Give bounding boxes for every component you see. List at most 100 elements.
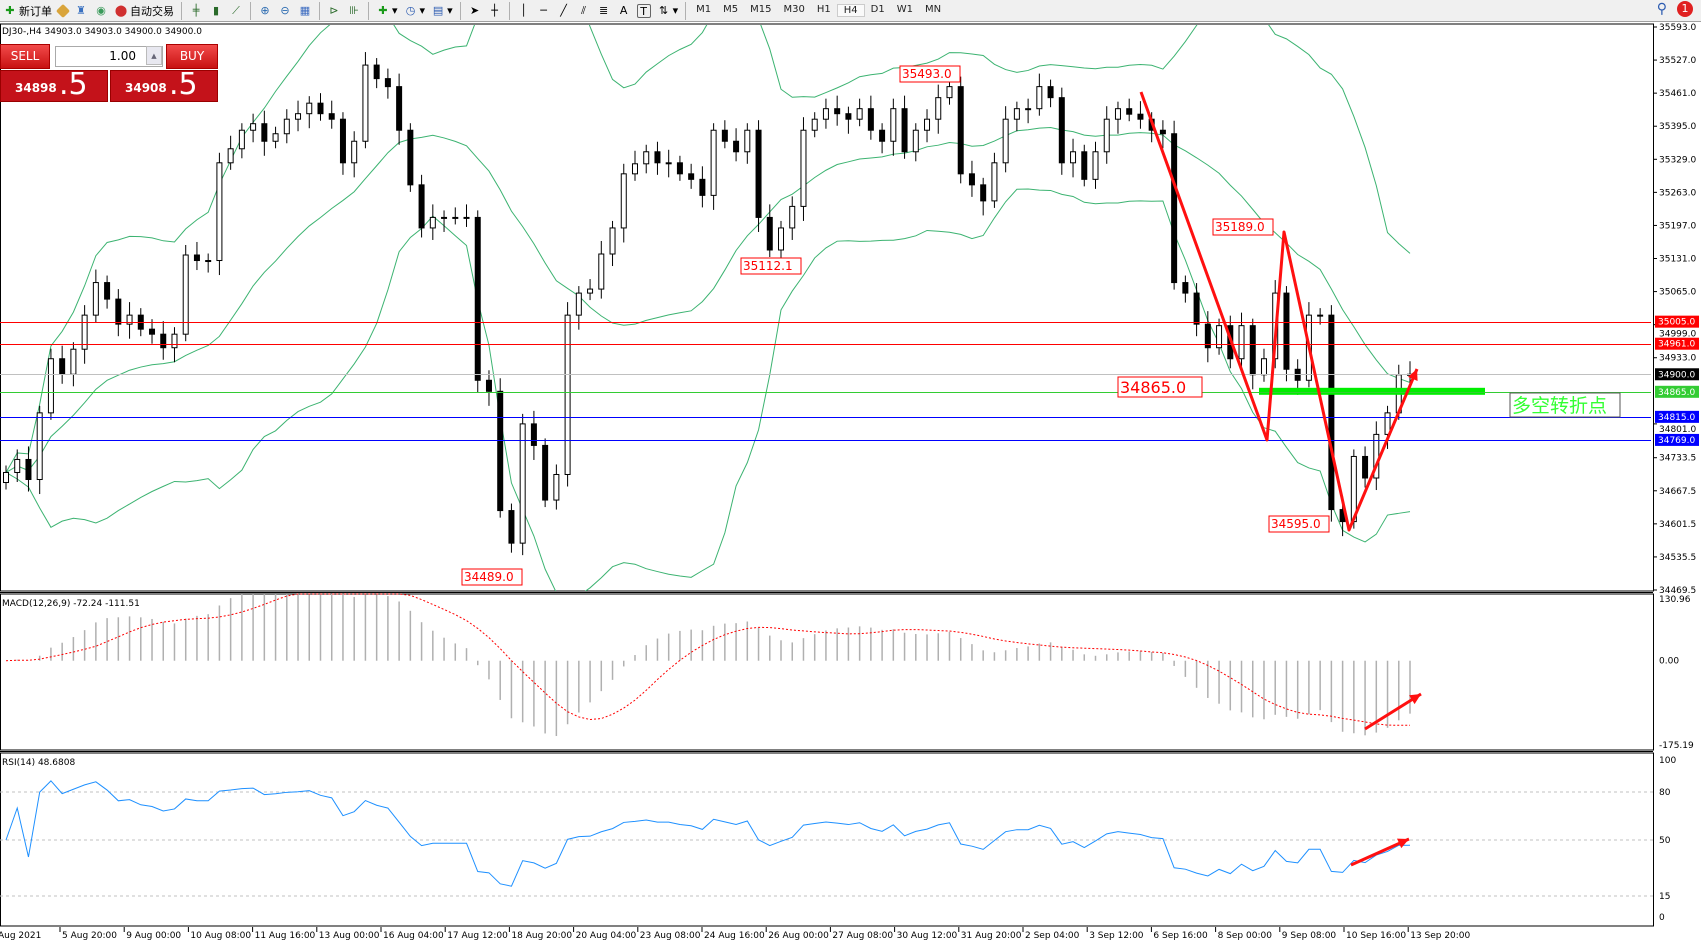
candle: [1249, 318, 1256, 390]
new-order-button[interactable]: ✚ 新订单: [0, 1, 55, 21]
crosshair-button[interactable]: ┼: [485, 1, 505, 21]
main-plot: [3, 25, 1485, 591]
fibonacci-icon: ≣: [598, 3, 609, 17]
candle-body-bull: [519, 423, 526, 544]
price-annotation-box: [1117, 376, 1203, 398]
candle-body-bear: [1058, 97, 1065, 164]
sell-button[interactable]: SELL: [0, 44, 50, 69]
chart-shift-button[interactable]: ⊪: [344, 1, 364, 21]
line-chart-button[interactable]: ⟋: [226, 1, 246, 21]
timeframe-m5[interactable]: M5: [723, 4, 739, 15]
periods-button[interactable]: ◷ ▾: [401, 1, 429, 21]
candle-body-bull: [182, 254, 189, 335]
candle: [1013, 101, 1020, 132]
separator: [250, 1, 251, 20]
candle: [688, 163, 695, 189]
candle-body-bull: [1103, 118, 1110, 153]
buy-price-button[interactable]: 34908 .5: [110, 67, 218, 102]
timeframe-h4[interactable]: H4: [836, 4, 865, 17]
equidistant-channel-button[interactable]: ⫽: [574, 1, 594, 21]
candle: [699, 166, 706, 208]
candle: [317, 93, 324, 121]
rsi-axis-label: 0: [1659, 913, 1665, 923]
notification-icon[interactable]: 1: [1677, 1, 1693, 17]
time-axis-label: 2 Sep 04:00: [1025, 931, 1080, 941]
candle-body-bull: [1216, 325, 1223, 349]
time-axis-label: 27 Aug 08:00: [832, 931, 893, 941]
candle-body-bear: [766, 216, 773, 251]
timeframe-mn[interactable]: MN: [924, 4, 942, 15]
lot-size-input[interactable]: 1.00: [55, 46, 163, 67]
market-watch-button[interactable]: ♜: [71, 1, 91, 21]
fibonacci-button[interactable]: ≣: [594, 1, 614, 21]
candle-body-bull: [1092, 151, 1099, 180]
zoom-out-button[interactable]: ⊖: [275, 1, 295, 21]
timeframe-d1[interactable]: D1: [870, 4, 885, 15]
tile-windows-button[interactable]: ▦: [295, 1, 315, 21]
price-axis-label: 35197.0: [1659, 221, 1696, 231]
candle: [295, 100, 302, 132]
candle: [766, 204, 773, 258]
candle-body-bear: [193, 254, 200, 262]
candle: [665, 149, 672, 178]
text-button[interactable]: A: [614, 1, 634, 21]
candle-body-bull: [912, 129, 919, 153]
cursor-button[interactable]: ➤: [465, 1, 485, 21]
candle-body-bear: [328, 113, 335, 120]
price-level-tag: [1655, 337, 1699, 350]
candle-body-bear: [104, 282, 111, 300]
indicators-button[interactable]: ✚ ▾: [373, 1, 401, 21]
candlestick-button[interactable]: ▮: [206, 1, 226, 21]
candle: [1171, 120, 1178, 290]
lot-increase-button[interactable]: ▲: [146, 46, 162, 65]
horizontal-line-button[interactable]: ─: [534, 1, 554, 21]
templates-button[interactable]: ▤ ▾: [432, 3, 453, 18]
auto-scroll-button[interactable]: ⊳: [324, 1, 344, 21]
text-label-button[interactable]: T: [634, 1, 654, 21]
timeframe-h1[interactable]: H1: [816, 4, 831, 15]
candle-body-bear: [968, 173, 975, 186]
right-icons: ⚲ 1: [1657, 1, 1693, 17]
candle: [1362, 446, 1369, 488]
bar-chart-button[interactable]: ╪: [186, 1, 206, 21]
signals-button[interactable]: ◉: [91, 1, 111, 21]
candle: [227, 135, 234, 170]
candle: [238, 123, 245, 159]
search-icon[interactable]: ⚲: [1656, 1, 1667, 17]
candle: [587, 279, 594, 301]
timeframe-m1[interactable]: M1: [696, 4, 712, 15]
candle-body-bull: [665, 162, 672, 165]
time-axis-label: 8 Sep 00:00: [1218, 931, 1273, 941]
candle-body-bear: [1182, 282, 1189, 294]
rsi-label: RSI(14) 48.6808: [2, 758, 75, 768]
candle: [1216, 318, 1223, 355]
candle-body-bull: [935, 97, 942, 120]
candle-body-bear: [339, 118, 346, 164]
tile-windows-icon: ▦: [299, 3, 311, 17]
auto-trading-button[interactable]: ⬤ 自动交易: [111, 1, 177, 21]
candle: [407, 123, 414, 192]
rsi-axis-label: 100: [1659, 756, 1676, 766]
zoom-in-button[interactable]: ⊕: [255, 1, 275, 21]
candle: [912, 123, 919, 162]
candle: [710, 123, 717, 210]
separator: [508, 1, 510, 20]
arrows-button[interactable]: ⇅ ▾: [654, 1, 682, 21]
timeframe-m30[interactable]: M30: [783, 4, 805, 15]
price-level-tag: [1655, 368, 1699, 381]
buy-price-pips: .5: [169, 67, 198, 102]
trendline-button[interactable]: ╱: [554, 1, 574, 21]
vertical-line-button[interactable]: │: [514, 1, 534, 21]
timeframe-m15[interactable]: M15: [750, 4, 772, 15]
buy-button[interactable]: BUY: [166, 44, 218, 69]
macd-axis-label: 0.00: [1659, 657, 1679, 667]
candle: [609, 220, 616, 267]
price-annotation-box: [461, 568, 523, 586]
candle: [1193, 283, 1200, 337]
timeframe-w1[interactable]: W1: [896, 4, 913, 15]
candle: [575, 286, 582, 330]
candle-body-bull: [800, 129, 807, 207]
candle-body-bull: [92, 282, 99, 316]
sell-price-button[interactable]: 34898 .5: [0, 69, 108, 102]
